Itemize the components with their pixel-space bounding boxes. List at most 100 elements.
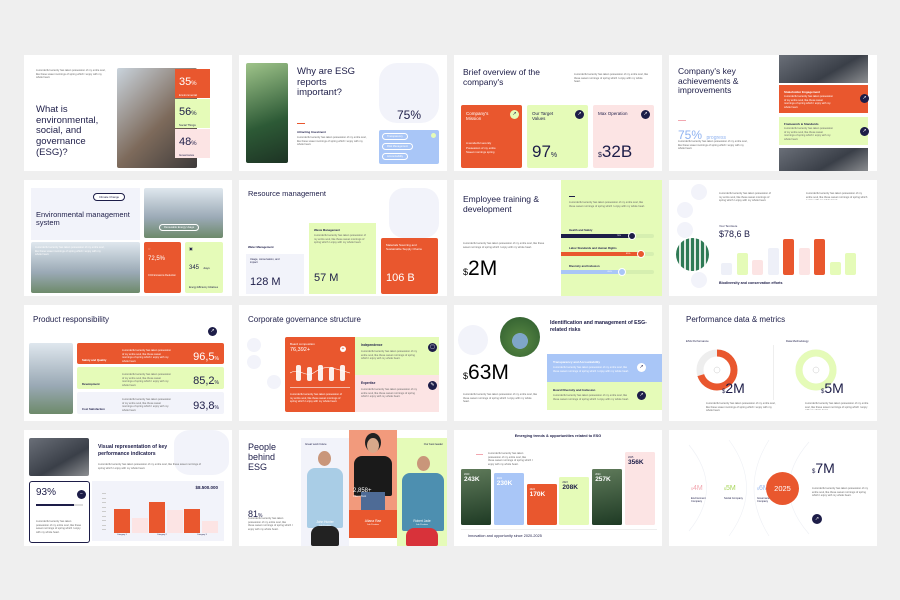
slide-title: Environmental management system	[36, 210, 130, 228]
slide-employee-training[interactable]: Employee training & development A wonder…	[454, 180, 662, 296]
building-icon[interactable]: ▢	[428, 343, 437, 352]
tag: Great work future	[305, 442, 327, 446]
body-text: A wonderful serenity has taken possessio…	[297, 136, 367, 147]
slide-environmental-management[interactable]: Climate Change Environmental management …	[24, 180, 232, 296]
minus-icon[interactable]: −	[77, 490, 86, 499]
tag-pill[interactable]: Climate Change	[93, 193, 126, 201]
kpi-chart: $8.500.000 Category 1 Category 2 Categor…	[92, 481, 224, 541]
pen-icon[interactable]: ✎	[428, 381, 437, 390]
body-text: A wonderful serenity has taken possessio…	[463, 393, 538, 404]
bar-percent: 75%	[616, 234, 622, 237]
slide-what-is-esg[interactable]: A wonderful serenity has taken possessio…	[24, 55, 232, 171]
slide-2025-outlook[interactable]: $4M Environment Company $5M Social Company $…	[669, 430, 877, 546]
decorative-shape	[389, 188, 439, 238]
card-label: Expertise	[361, 381, 376, 385]
decorative-circle	[458, 325, 488, 355]
slide-title: Performance data & metrics	[686, 315, 786, 324]
trend-bar: 2025 356K	[625, 452, 655, 525]
body-text: A wonderful serenity has taken possessio…	[678, 140, 748, 151]
benefit-pill: Risk Management	[382, 143, 413, 150]
row-safety: Safety and Quality A wonderful serenity h…	[77, 343, 224, 364]
slide-company-overview[interactable]: Brief overview of the company's A wonder…	[454, 55, 662, 171]
arrow-icon[interactable]: ↗	[641, 110, 650, 119]
slide-why-esg-reports[interactable]: Why are ESG reports important? 75% Attra…	[239, 55, 447, 171]
stat-card-social: 56% Social Things	[175, 99, 210, 128]
card-text: A wonderful serenity has taken possessio…	[553, 366, 629, 373]
slide-resource-management[interactable]: Resource management Water Management Usa…	[239, 180, 447, 296]
category-label: Category 1	[117, 534, 127, 536]
chart-bar	[114, 509, 130, 533]
arrow-icon[interactable]: ↗	[510, 110, 519, 119]
stat-label: Social Things	[179, 123, 196, 127]
card-transparency: Transparency and Accountability A wonderf…	[547, 354, 662, 382]
card-text: A wonderful serenity has taken possessio…	[361, 350, 418, 361]
arrow-icon[interactable]: ↗	[637, 391, 646, 400]
slide-title: Company's key achievements & improvement…	[678, 66, 739, 96]
slide-performance-metrics[interactable]: Performance data & metrics ESG Performan…	[669, 305, 877, 421]
mini-chart	[290, 365, 350, 381]
slide-title: What is environmental, social, and gover…	[36, 104, 99, 158]
value-item: $5M Social Company	[724, 477, 754, 500]
arrow-icon[interactable]: ↗	[208, 327, 217, 336]
slide-kpi-visual[interactable]: Visual representation of key performance…	[24, 430, 232, 546]
item-value: 6M	[758, 485, 769, 492]
slide-people-behind-esg[interactable]: People behind ESG 81% A wonderful sereni…	[239, 430, 447, 546]
building-photo: A wonderful serenity has taken possessio…	[31, 242, 140, 293]
card-label: Framework & Standards	[784, 122, 819, 126]
arrow-icon[interactable]: ↗	[637, 363, 646, 372]
decorative-circle	[677, 222, 693, 238]
row-unit: %	[214, 356, 219, 362]
donut-center-icon	[713, 366, 721, 374]
person-card-2[interactable]: 2,858+ Client Trust Aliana Rae Job Posit…	[349, 430, 397, 538]
plus-icon[interactable]: +	[340, 346, 346, 352]
card-board-diversity: Board Diversity and Inclusion A wonderful…	[547, 382, 662, 410]
stat-card-governance: 48% Governance	[175, 129, 210, 158]
card-target-values: Our Target Values ↗ 97%	[527, 105, 588, 168]
bar-percent: 85%	[626, 252, 631, 255]
leaf-icon: ◌	[148, 246, 151, 251]
board-card: Board composition 76,392+ + A wonderful …	[285, 337, 355, 412]
board-label: Board composition	[290, 342, 315, 346]
slide-title: Brief overview of the company's	[463, 67, 541, 87]
accent-line	[476, 454, 483, 455]
bar-handle	[618, 268, 627, 276]
arrow-icon[interactable]: ↗	[575, 110, 584, 119]
item-label: Governance Company	[757, 497, 772, 503]
slide-biodiversity[interactable]: A wonderful serenity has taken possessio…	[669, 180, 877, 296]
card-label: Stakeholder Engagement	[784, 90, 821, 94]
card-waste: Waste Management A wonderful serenity has…	[309, 223, 376, 294]
tag: Our best leader	[423, 442, 443, 446]
slide-product-responsibility[interactable]: Product responsibility ↗ Safety and Qual…	[24, 305, 232, 421]
chart-total: $8.500.000	[195, 485, 218, 490]
card-label: Our Target Values	[532, 111, 554, 121]
person-photo	[311, 526, 339, 546]
arrow-icon[interactable]: ↗	[860, 127, 869, 136]
bar-year: 2024	[595, 472, 601, 476]
card-value: 57 M	[314, 272, 339, 284]
trend-bar: 2023 208K	[559, 477, 590, 525]
person-card-3[interactable]: Our best leader Robert Jade Job Position	[397, 438, 447, 546]
stat-value: 35	[179, 76, 192, 88]
person-circle-photo	[500, 317, 540, 357]
name-plate: Aliana Rae Job Position	[349, 510, 397, 538]
slide-title: Corporate governance structure	[248, 315, 361, 324]
card-label: Max Operation	[598, 111, 628, 116]
bar-handle	[627, 232, 636, 240]
person-card-1[interactable]: Great work future John Hunter Job Positi…	[301, 438, 349, 546]
body-text: A wonderful serenity has taken possessio…	[805, 402, 869, 410]
slide-key-achievements[interactable]: Company's key achievements & improvement…	[669, 55, 877, 171]
row-cost: Cost Satisfaction A wonderful serenity ha…	[77, 392, 224, 414]
slide-esg-risks[interactable]: Identification and management of ESG-rel…	[454, 305, 662, 421]
slide-governance-structure[interactable]: Corporate governance structure Board com…	[239, 305, 447, 421]
donut-center-icon	[812, 366, 820, 374]
decorative-shape	[174, 430, 229, 475]
person-name: Robert Jade	[413, 519, 431, 523]
value-currency: $	[757, 487, 759, 491]
arrow-icon[interactable]: ↗	[860, 94, 869, 103]
bar-value: 230K	[496, 480, 513, 488]
card-value: 106 B	[386, 272, 415, 284]
arrow-icon[interactable]: ↗	[812, 514, 822, 524]
stat-unit: %	[191, 81, 197, 87]
slide-emerging-trends[interactable]: Emerging trends & opportunities related …	[454, 430, 662, 546]
kicker: Your Text Here	[719, 224, 738, 228]
